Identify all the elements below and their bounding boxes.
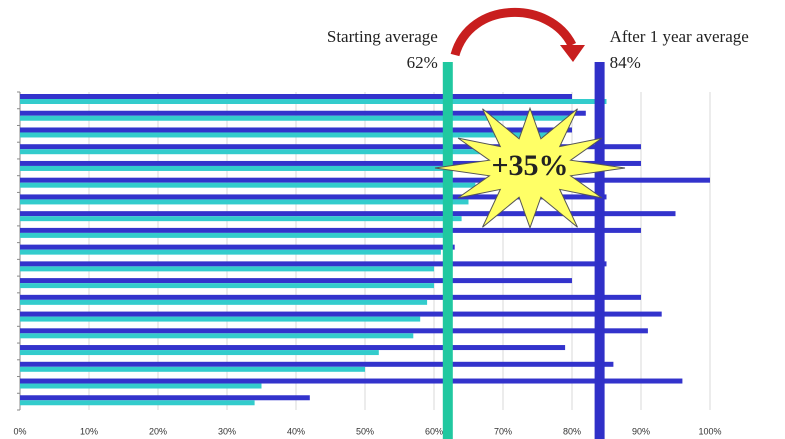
bar	[20, 350, 379, 356]
average-line	[442, 62, 453, 439]
bar	[20, 345, 566, 351]
bar	[20, 127, 572, 133]
arrow-head	[560, 45, 585, 62]
bar	[20, 110, 586, 116]
bar	[20, 299, 428, 305]
x-tick-label: 40%	[287, 426, 305, 436]
bar	[20, 395, 310, 401]
bar	[20, 383, 262, 389]
x-tick-label: 80%	[563, 426, 581, 436]
bar	[20, 316, 421, 322]
x-tick-label: 10%	[80, 426, 98, 436]
annotation-text: Starting average	[327, 27, 438, 46]
bar	[20, 194, 607, 200]
bar	[20, 283, 434, 289]
bar	[20, 261, 607, 267]
bar	[20, 333, 414, 339]
x-tick-label: 100%	[698, 426, 721, 436]
bar	[20, 160, 641, 166]
bar	[20, 278, 572, 284]
bar	[20, 94, 572, 99]
bar	[20, 115, 572, 121]
x-tick-label: 60%	[425, 426, 443, 436]
bar	[20, 266, 434, 272]
bar	[20, 378, 683, 384]
x-tick-label: 50%	[356, 426, 374, 436]
bar	[20, 249, 441, 255]
bar	[20, 216, 462, 222]
bar	[20, 227, 641, 233]
arrow	[450, 8, 577, 57]
bar	[20, 99, 607, 104]
callout: +35%	[491, 149, 568, 182]
bar	[20, 211, 676, 217]
bar	[20, 311, 662, 317]
annotation-value: 84%	[610, 53, 641, 72]
bar	[20, 182, 476, 188]
x-tick-label: 30%	[218, 426, 236, 436]
x-tick-label: 90%	[632, 426, 650, 436]
bar	[20, 149, 538, 155]
x-tick-label: 20%	[149, 426, 167, 436]
average-line	[594, 62, 605, 439]
bar	[20, 232, 448, 238]
annotation-text: After 1 year average	[610, 27, 749, 46]
bar	[20, 294, 641, 300]
annotation-value: 62%	[407, 53, 438, 72]
bar	[20, 400, 255, 406]
bar	[20, 199, 469, 205]
bar	[20, 361, 614, 367]
bar	[20, 165, 503, 171]
starburst	[434, 106, 626, 230]
x-tick-label: 0%	[13, 426, 26, 436]
bar	[20, 177, 710, 183]
bar	[20, 366, 365, 372]
bar	[20, 328, 648, 334]
bar	[20, 244, 455, 250]
bar	[20, 144, 641, 150]
x-tick-label: 70%	[494, 426, 512, 436]
bar	[20, 132, 559, 138]
